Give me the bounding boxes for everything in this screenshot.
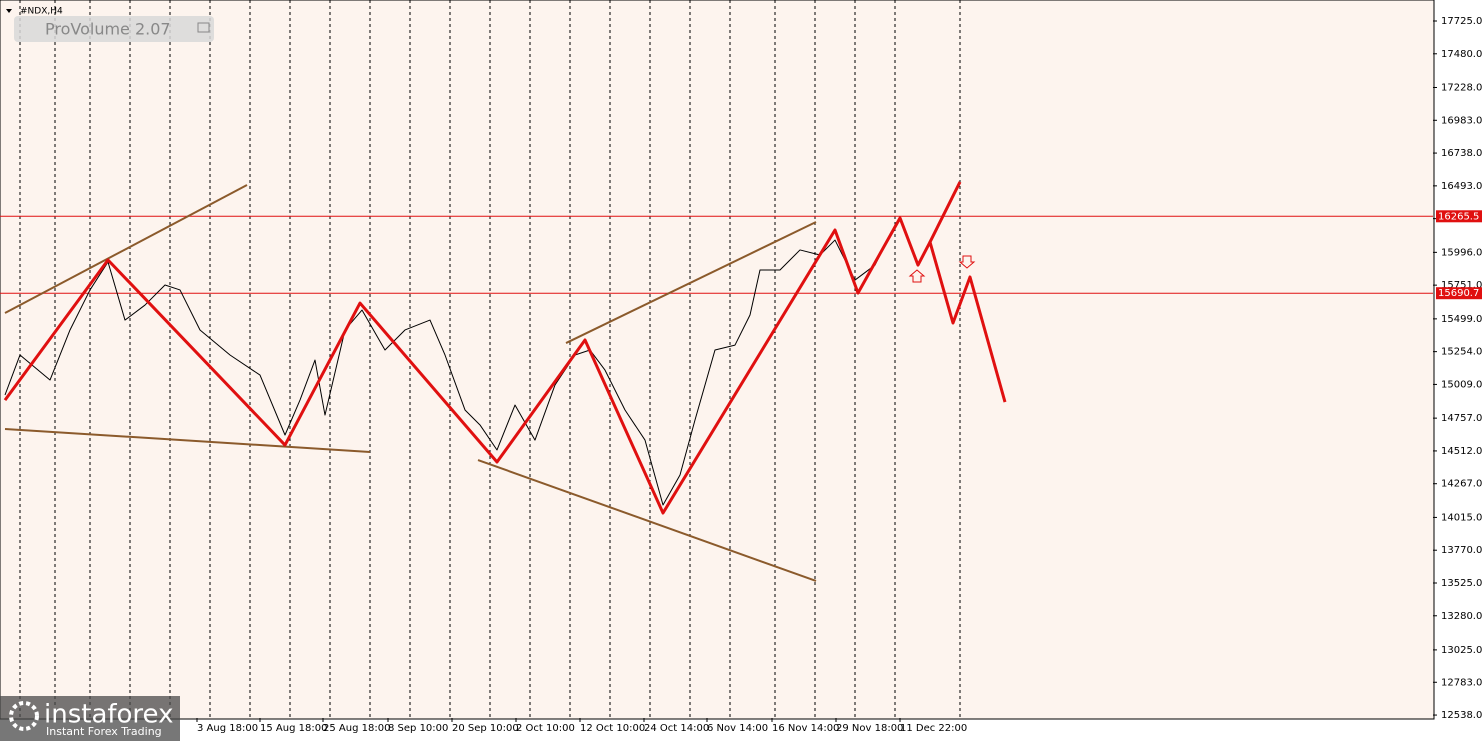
y-tick-label: 14757.0 xyxy=(1441,413,1482,424)
y-tick-label: 14267.0 xyxy=(1441,479,1482,490)
series-line xyxy=(4,427,371,453)
x-tick-label: 16 Nov 14:00 xyxy=(772,723,839,734)
series-line xyxy=(4,184,248,314)
logo-tagline: Instant Forex Trading xyxy=(46,725,162,738)
x-tick-label: 6 Nov 14:00 xyxy=(707,723,768,734)
plot-area xyxy=(0,0,1435,720)
y-tick-label: 17480.0 xyxy=(1441,49,1482,60)
y-tick-label: 15009.0 xyxy=(1441,379,1482,390)
y-tick-label: 16493.0 xyxy=(1441,181,1482,192)
y-tick-label: 16983.0 xyxy=(1441,115,1482,126)
series-line xyxy=(928,181,962,243)
y-tick-label: 14512.0 xyxy=(1441,446,1482,457)
series-line xyxy=(477,459,817,582)
y-tick-label: 17725.0 xyxy=(1441,16,1482,27)
indicator-icon[interactable] xyxy=(197,22,210,33)
y-tick-label: 15751.0 xyxy=(1441,280,1482,291)
y-tick-label: 13280.0 xyxy=(1441,611,1482,622)
series-line xyxy=(4,224,896,506)
x-tick-label: 3 Aug 18:00 xyxy=(197,723,258,734)
x-tick-label: 20 Sep 10:00 xyxy=(452,723,519,734)
y-tick-label: 17228.0 xyxy=(1441,83,1482,94)
y-tick-label: 15499.0 xyxy=(1441,314,1482,325)
y-tick-label: 15996.0 xyxy=(1441,247,1482,258)
y-tick-label: 13770.0 xyxy=(1441,545,1482,556)
x-tick-label: 12 Oct 10:00 xyxy=(580,723,645,734)
marks xyxy=(0,181,1433,582)
menu-arrow[interactable] xyxy=(6,9,12,13)
x-tick-label: 15 Aug 18:00 xyxy=(260,723,327,734)
logo-brand: instaforex xyxy=(44,700,173,730)
y-tick-label: 13525.0 xyxy=(1441,578,1482,589)
y-tick-label: 13025.0 xyxy=(1441,645,1482,656)
symbol-label: #NDX,H4 xyxy=(20,7,63,17)
up-arrow xyxy=(908,269,926,283)
price-level-label: 16265.5 xyxy=(1438,211,1479,222)
y-tick-label: 16738.0 xyxy=(1441,148,1482,159)
x-tick-label: 2 Oct 10:00 xyxy=(516,723,575,734)
indicator-label: ProVolume 2.07 xyxy=(45,20,171,39)
x-tick-label: 24 Oct 14:00 xyxy=(644,723,709,734)
price-level-box xyxy=(1436,287,1482,300)
x-tick-label: 29 Nov 18:00 xyxy=(836,723,903,734)
price-level-box xyxy=(1436,210,1482,223)
x-tick-label: 11 Dec 22:00 xyxy=(900,723,967,734)
indicator-box[interactable] xyxy=(14,16,214,42)
y-tick-label: 14015.0 xyxy=(1441,512,1482,523)
x-tick-label: 25 Aug 18:00 xyxy=(323,723,390,734)
x-tick-label: 8 Sep 10:00 xyxy=(388,723,448,734)
y-tick-label: 12783.0 xyxy=(1441,677,1482,688)
logo-icon xyxy=(9,701,39,731)
y-tick-label: 15254.0 xyxy=(1441,347,1482,358)
y-tick-label: 12538.0 xyxy=(1441,710,1482,721)
down-arrow xyxy=(958,255,976,269)
price-level-label: 15690.7 xyxy=(1438,288,1479,299)
series-line xyxy=(565,221,817,344)
series-line xyxy=(3,216,1007,515)
